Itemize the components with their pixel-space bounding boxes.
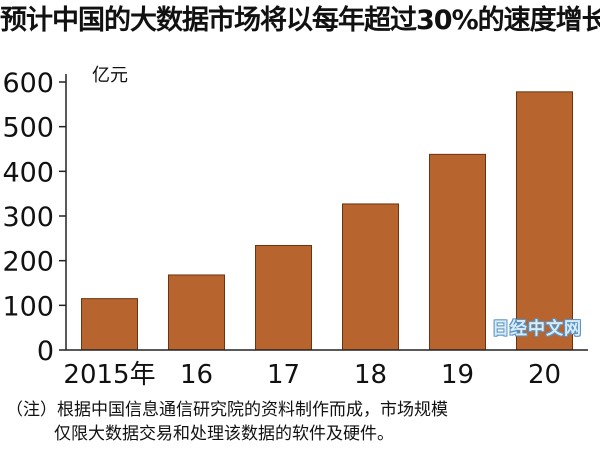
y-tick-label: 0 xyxy=(37,336,54,367)
y-tick-label: 600 xyxy=(2,68,54,99)
bar xyxy=(516,91,573,351)
y-tick-label: 400 xyxy=(2,157,54,188)
x-tick-label: 18 xyxy=(354,360,387,390)
footnote-line-2: 仅限大数据交易和处理该数据的软件及硬件。 xyxy=(54,424,394,444)
footnote: （注）根据中国信息通信研究院的资料制作而成，市场规模 仅限大数据交易和处理该数据… xyxy=(6,398,596,446)
y-tick-label: 200 xyxy=(2,247,54,278)
bar-chart: 0 100 200 300 400 500 600 亿元 2015年 16 17 18 19 20 xyxy=(2,65,588,390)
y-unit-label: 亿元 xyxy=(92,65,128,86)
x-tick-label: 20 xyxy=(528,360,561,390)
x-tick-label: 16 xyxy=(180,360,213,390)
y-tick-label: 100 xyxy=(2,291,54,322)
chart-title: 预计中国的大数据市场将以每年超过30%的速度增长 xyxy=(0,5,600,36)
y-tick-label: 500 xyxy=(2,113,54,144)
footnote-line-1: （注）根据中国信息通信研究院的资料制作而成，市场规模 xyxy=(6,400,448,420)
watermark-logo: 日经中文网 xyxy=(492,319,582,339)
y-tick-label: 300 xyxy=(2,202,54,233)
x-tick-label: 19 xyxy=(441,360,474,390)
x-tick-label: 17 xyxy=(267,360,300,390)
bar xyxy=(168,274,225,351)
bar xyxy=(255,244,312,351)
x-tick-label: 2015年 xyxy=(63,360,155,390)
bar xyxy=(429,153,486,351)
bar xyxy=(81,298,138,351)
bar xyxy=(342,203,399,351)
